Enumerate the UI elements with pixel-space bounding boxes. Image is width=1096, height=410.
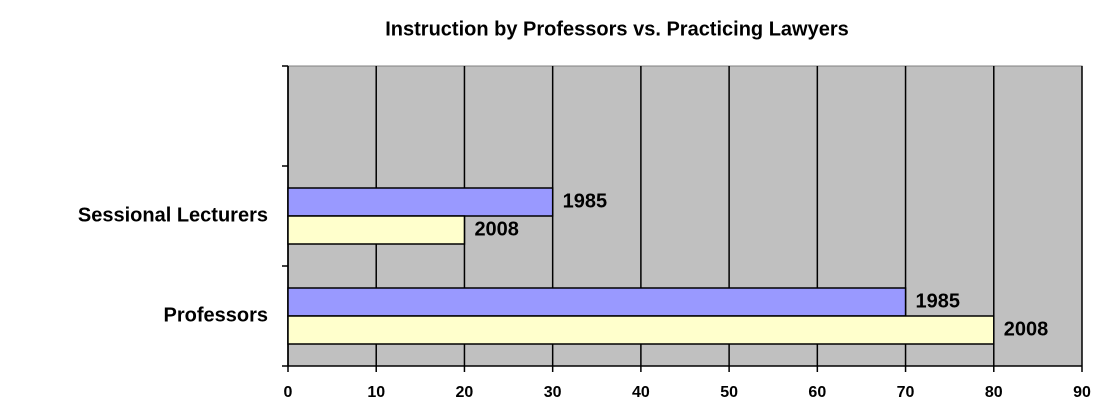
x-tick-label: 80 bbox=[985, 384, 1003, 401]
bar-label: 2008 bbox=[474, 218, 519, 240]
x-tick-label: 90 bbox=[1073, 384, 1091, 401]
x-tick-label: 70 bbox=[897, 384, 915, 401]
x-tick-label: 0 bbox=[284, 384, 293, 401]
x-tick-label: 50 bbox=[720, 384, 738, 401]
bar bbox=[287, 315, 995, 345]
y-tick-label: Professors bbox=[164, 304, 269, 326]
bar bbox=[287, 287, 907, 317]
bar-label: 1985 bbox=[916, 290, 961, 312]
x-tick-label: 20 bbox=[456, 384, 474, 401]
x-tick-label: 10 bbox=[367, 384, 385, 401]
bar-label: 2008 bbox=[1004, 318, 1049, 340]
bar bbox=[287, 187, 554, 217]
x-tick-label: 60 bbox=[808, 384, 826, 401]
bar bbox=[287, 215, 466, 245]
y-tick-label: Sessional Lecturers bbox=[78, 204, 268, 226]
x-tick-label: 30 bbox=[544, 384, 562, 401]
x-tick-label: 40 bbox=[632, 384, 650, 401]
chart-title: Instruction by Professors vs. Practicing… bbox=[385, 18, 849, 40]
bar-label: 1985 bbox=[563, 190, 608, 212]
